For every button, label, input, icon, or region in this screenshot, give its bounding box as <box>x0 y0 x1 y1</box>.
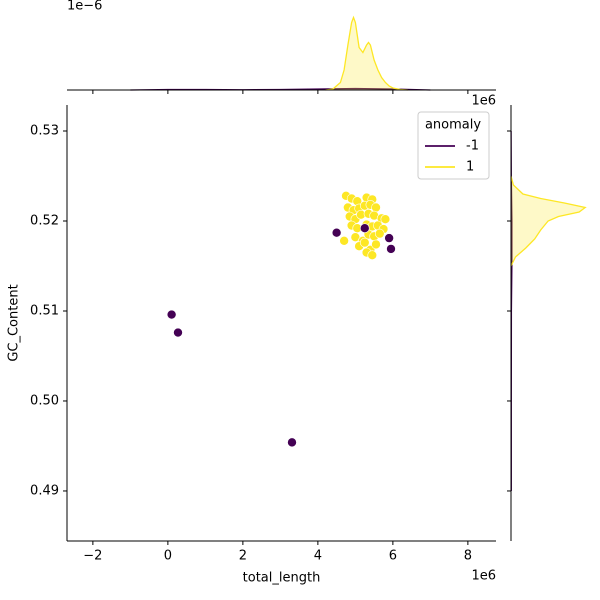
x-tick-label: 2 <box>239 549 247 564</box>
x-axis-label: total_length <box>243 571 321 586</box>
legend: anomaly -1 1 <box>417 111 490 180</box>
y-tick-label: 0.50 <box>30 393 59 408</box>
y-tick-label: 0.49 <box>30 483 59 498</box>
density-area <box>325 17 408 90</box>
legend-label: 1 <box>466 160 474 175</box>
y-tick-label: 0.53 <box>30 124 59 139</box>
point <box>380 214 391 224</box>
x-tick-label: 4 <box>314 549 322 564</box>
x-offset-label: 1e6 <box>471 569 496 584</box>
x-tick-label: 0 <box>164 549 172 564</box>
x-tick-label: 8 <box>464 549 472 564</box>
point <box>166 309 177 320</box>
density-line <box>325 15 408 91</box>
legend-title: anomaly <box>425 118 481 133</box>
density-line <box>510 175 587 267</box>
point <box>359 223 370 233</box>
x-tick-label: −2 <box>83 549 102 564</box>
point <box>287 437 297 448</box>
legend-label: -1 <box>466 139 479 154</box>
x-tick-label: 6 <box>389 549 397 564</box>
point <box>173 327 183 338</box>
point <box>367 250 378 260</box>
point <box>339 235 349 246</box>
point <box>374 228 385 239</box>
point <box>384 233 394 243</box>
y-axis-label: GC_Content <box>7 284 22 361</box>
density-offset-label: 1e−6 <box>67 0 102 14</box>
point <box>359 237 370 248</box>
y-tick-label: 0.51 <box>30 303 59 318</box>
y-tick-label: 0.52 <box>30 213 59 228</box>
top-x-offset-label: 1e6 <box>471 94 496 109</box>
point <box>371 239 381 250</box>
point <box>331 227 342 238</box>
point <box>371 202 381 213</box>
point <box>386 244 396 254</box>
